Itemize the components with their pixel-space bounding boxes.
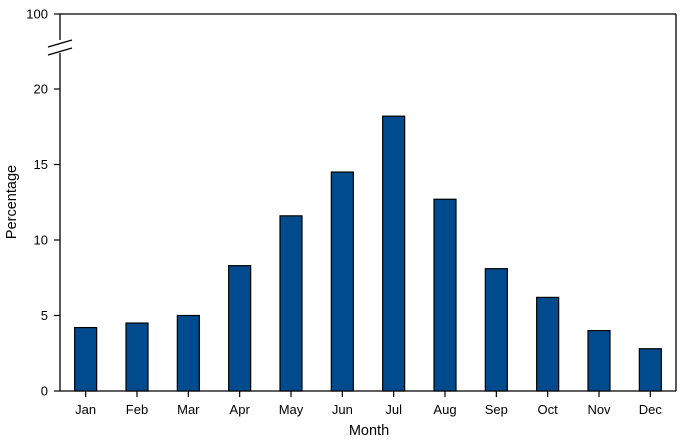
x-tick-label: Nov [587,402,611,417]
bar-jun [330,171,354,392]
bars [74,115,662,392]
x-tick-label: Aug [433,402,456,417]
x-tick-label: Sep [485,402,508,417]
x-tick-label: Oct [538,402,559,417]
bar-sep [484,268,508,392]
axis-break-mark-top [47,39,73,48]
x-tick-label: Jun [332,402,353,417]
x-tick-label: Jan [75,402,96,417]
x-tick-label: Mar [177,402,200,417]
y-tick-label: 0 [41,384,48,399]
axis-break-mark-bottom [47,47,73,56]
y-ticks: 0 5 10 15 20 100 [26,7,60,399]
bar-may [279,215,303,392]
bar-nov [587,330,611,392]
bar-dec [638,348,662,392]
y-tick-label: 5 [41,308,48,323]
y-axis-title: Percentage [4,165,20,239]
y-tick-label: 10 [34,233,48,248]
axes [47,13,677,392]
bar-oct [536,296,560,392]
x-tick-label: Dec [639,402,663,417]
y-tick-label: 15 [34,157,48,172]
x-tick-label: Feb [126,402,148,417]
y-tick-label: 100 [26,7,48,22]
bar-jan [74,326,98,392]
bar-feb [125,322,149,392]
bar-mar [176,314,200,392]
x-tick-label: Jul [385,402,402,417]
x-tick-label: Apr [230,402,251,417]
x-axis-title: Month [349,423,389,439]
bar-jul [382,115,406,392]
x-ticks: Jan Feb Mar Apr May Jun Jul Aug Sep Oct Nov Dec [75,391,662,417]
y-tick-label: 20 [34,82,48,97]
bar-aug [433,198,457,392]
x-tick-label: May [279,402,304,417]
bar-apr [228,265,252,392]
